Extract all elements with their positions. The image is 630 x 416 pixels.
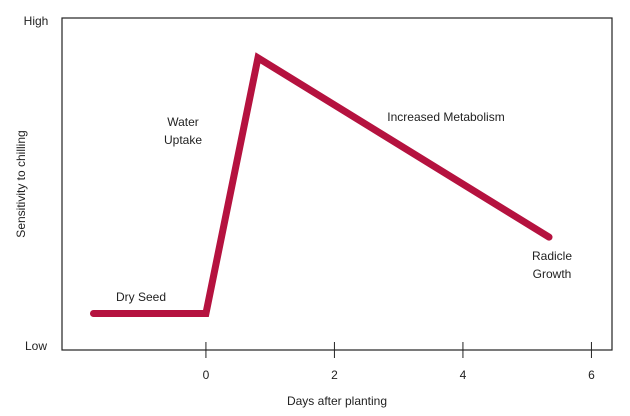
annotation: Water Uptake <box>163 115 203 147</box>
y-axis-label: Sensitivity to chilling <box>14 130 28 237</box>
x-tick-label: 6 <box>588 368 595 382</box>
y-tick-label: High <box>24 14 49 28</box>
x-tick-label: 0 <box>203 368 210 382</box>
data-line <box>89 52 553 317</box>
plot-frame <box>61 17 613 351</box>
annotation: Radicle Growth <box>531 249 573 281</box>
x-tick-label: 2 <box>331 368 338 382</box>
x-axis-label: Days after planting <box>287 394 387 408</box>
y-tick-label: Low <box>25 339 47 353</box>
annotation: Increased Metabolism <box>387 110 505 124</box>
annotation: Dry Seed <box>115 290 167 304</box>
x-tick-label: 4 <box>460 368 467 382</box>
